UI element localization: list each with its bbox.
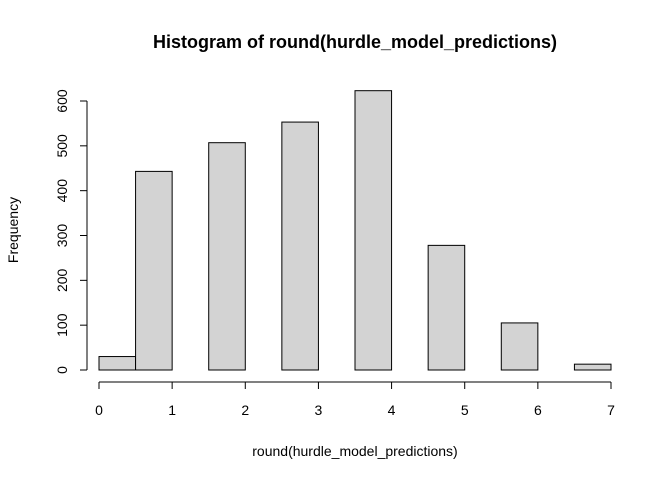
x-tick-label-3: 3	[315, 402, 323, 418]
x-axis-label: round(hurdle_model_predictions)	[252, 443, 457, 459]
x-tick-label-6: 6	[534, 402, 542, 418]
histogram-bar-3	[208, 142, 246, 371]
histogram-bar-11	[500, 322, 539, 371]
bars-group	[98, 90, 612, 371]
histogram-bar-9	[427, 244, 466, 371]
x-tick-label-0: 0	[95, 402, 103, 418]
y-tick-label-3: 300	[54, 224, 70, 248]
y-axis-label: Frequency	[5, 197, 21, 263]
y-tick-label-4: 400	[54, 179, 70, 203]
histogram-bar-13	[573, 363, 612, 371]
histogram-bar-1	[135, 170, 173, 371]
y-axis: 0 100 200 300 400 500 600	[54, 89, 88, 374]
x-tick-label-4: 4	[388, 402, 396, 418]
y-tick-label-0: 0	[54, 366, 70, 374]
chart-title: Histogram of round(hurdle_model_predicti…	[153, 32, 557, 52]
x-tick-label-7: 7	[607, 402, 615, 418]
y-tick-label-2: 200	[54, 268, 70, 292]
x-tick-label-1: 1	[168, 402, 176, 418]
histogram-bar-5	[281, 121, 319, 371]
y-tick-label-5: 500	[54, 134, 70, 158]
x-tick-label-2: 2	[241, 402, 249, 418]
x-axis: 0 1 2 3 4 5 6 7	[95, 381, 615, 418]
x-tick-label-5: 5	[461, 402, 469, 418]
y-tick-label-1: 100	[54, 313, 70, 337]
y-tick-label-6: 600	[54, 89, 70, 113]
histogram-bar-0	[98, 356, 137, 371]
histogram-bar-7	[354, 90, 393, 371]
